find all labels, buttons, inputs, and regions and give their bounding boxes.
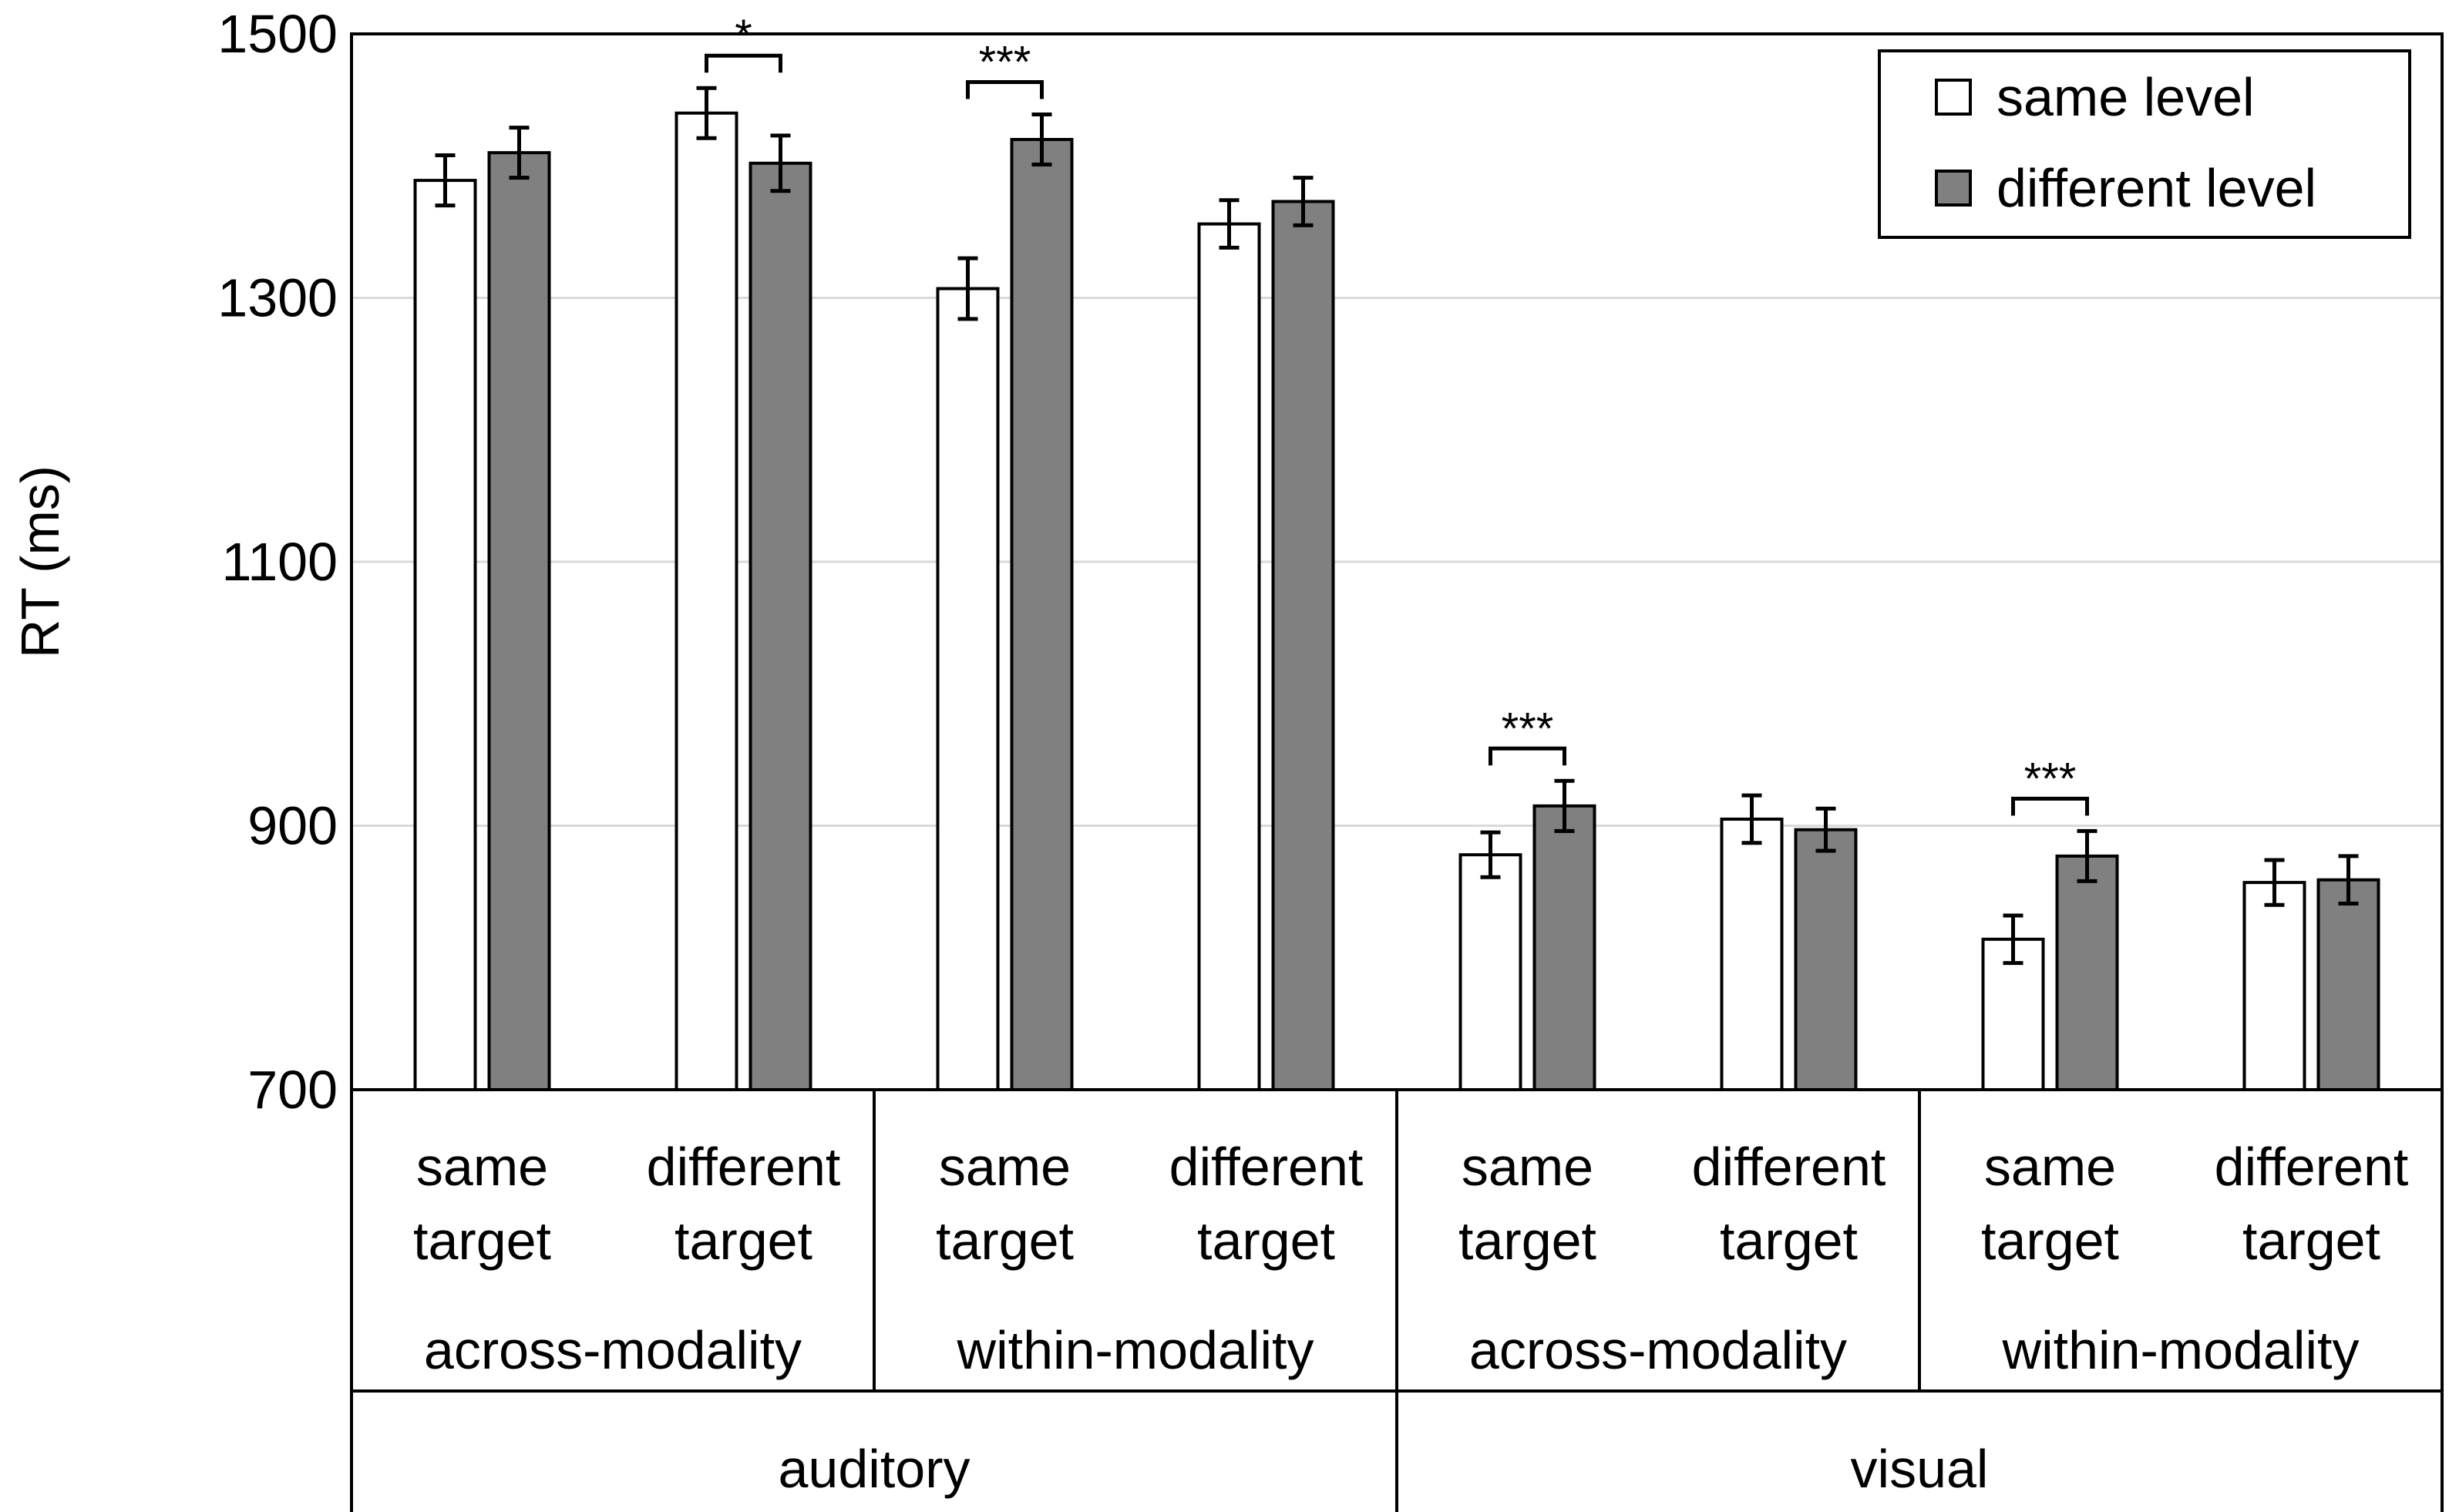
bar-different-level-1 (748, 161, 812, 1092)
bar-different-level-0 (487, 151, 551, 1091)
legend-label: different level (1997, 158, 2316, 218)
error-bar-different-level-1 (770, 133, 791, 193)
x-modality-label-0: across-modality (424, 1320, 802, 1380)
y-axis: 700 900 1100 1300 1500 RT (ms) (10, 4, 338, 1120)
error-bar-different-level-6 (2077, 828, 2097, 883)
y-tick-label-1100: 1100 (221, 532, 338, 592)
bar-same-level-5 (1720, 817, 1784, 1091)
error-bar-same-level-5 (1741, 793, 1762, 845)
x-category-line1: same (416, 1137, 548, 1197)
x-category-line1: different (2215, 1137, 2409, 1197)
error-bar-same-level-4 (1480, 830, 1501, 879)
x-target-label-0: auditory (778, 1439, 970, 1499)
x-target-label-1: visual (1851, 1439, 1989, 1499)
significance-stars: *** (1502, 704, 1554, 754)
bar-different-level-6 (2055, 854, 2119, 1091)
x-category-line2: target (2242, 1211, 2380, 1271)
error-bar-different-level-4 (1554, 778, 1575, 833)
legend-item-same-level: same level (1935, 67, 2255, 127)
x-modality-label-2: across-modality (1469, 1320, 1847, 1380)
legend-label: same level (1997, 67, 2255, 127)
x-category-line2: target (1720, 1211, 1858, 1271)
gridlines (352, 297, 2442, 827)
x-category-line2: target (674, 1211, 812, 1271)
x-category-label-2: same target (936, 1137, 1074, 1271)
significance-3: *** (2011, 754, 2089, 816)
x-category-label-0: same target (413, 1137, 551, 1271)
x-category-label-3: different target (1169, 1137, 1364, 1271)
x-category-line2: target (1981, 1211, 2119, 1271)
significance-stars: * (735, 11, 752, 61)
significance-bracket (1489, 746, 1566, 766)
error-bar-same-level-6 (2003, 913, 2023, 966)
error-bars (435, 86, 2359, 966)
significance-stars: *** (2024, 754, 2077, 804)
bar-different-level-7 (2316, 878, 2380, 1092)
error-bar-different-level-0 (509, 126, 530, 180)
error-bar-same-level-7 (2264, 858, 2285, 907)
legend-swatch (1935, 79, 1972, 116)
significance-bracket (705, 53, 782, 73)
x-category-label-6: same target (1981, 1137, 2119, 1271)
bar-same-level-7 (2242, 881, 2306, 1091)
bar-different-level-4 (1532, 804, 1596, 1091)
y-tick-label-900: 900 (247, 796, 338, 856)
y-tick-label-1300: 1300 (217, 268, 338, 328)
y-tick-label-1500: 1500 (217, 4, 338, 64)
y-tick-label-700: 700 (247, 1060, 338, 1120)
significance-1: *** (966, 37, 1044, 99)
bars (413, 111, 2380, 1092)
x-category-label-7: different target (2215, 1137, 2409, 1271)
x-category-line1: same (1984, 1137, 2116, 1197)
x-category-line1: same (939, 1137, 1071, 1197)
significance-annotations: ********** (705, 11, 2089, 816)
x-category-line1: different (1692, 1137, 1886, 1197)
significance-bracket (2011, 796, 2089, 816)
error-bar-same-level-3 (1219, 198, 1240, 250)
legend-item-different-level: different level (1935, 158, 2316, 218)
bar-same-level-0 (413, 179, 477, 1091)
x-category-line1: different (647, 1137, 841, 1197)
bar-same-level-1 (674, 111, 738, 1091)
bar-same-level-2 (936, 287, 1000, 1092)
bar-same-level-3 (1197, 222, 1261, 1092)
x-category-label-4: same target (1458, 1137, 1596, 1271)
x-category-label-5: different target (1692, 1137, 1886, 1271)
error-bar-different-level-7 (2338, 854, 2359, 906)
error-bar-same-level-0 (435, 153, 456, 208)
x-category-line1: same (1462, 1137, 1593, 1197)
x-axis-table: sametargetdifferenttargetsametargetdiffe… (350, 1090, 2444, 1512)
bar-different-level-3 (1271, 200, 1335, 1091)
x-modality-label-1: within-modality (957, 1320, 1314, 1380)
x-modality-label-3: within-modality (2002, 1320, 2360, 1380)
error-bar-different-level-3 (1293, 176, 1314, 227)
bar-different-level-5 (1794, 828, 1858, 1091)
x-category-line2: target (1458, 1211, 1596, 1271)
legend: same level different level (1878, 49, 2411, 239)
error-bar-different-level-2 (1031, 112, 1052, 167)
legend-swatch (1935, 170, 1972, 207)
error-bar-different-level-5 (1815, 806, 1836, 853)
significance-0: * (705, 11, 782, 73)
x-category-line2: target (936, 1211, 1074, 1271)
x-category-label-1: different target (647, 1137, 841, 1271)
error-bar-same-level-1 (696, 86, 717, 140)
bar-same-level-4 (1458, 853, 1522, 1092)
x-category-line2: target (1197, 1211, 1335, 1271)
x-category-line1: different (1169, 1137, 1364, 1197)
significance-bracket (966, 79, 1044, 99)
bar-different-level-2 (1010, 138, 1074, 1091)
y-axis-title: RT (ms) (10, 465, 70, 658)
significance-stars: *** (979, 37, 1031, 87)
x-category-line2: target (413, 1211, 551, 1271)
error-bar-same-level-2 (957, 256, 978, 321)
significance-2: *** (1489, 704, 1566, 766)
